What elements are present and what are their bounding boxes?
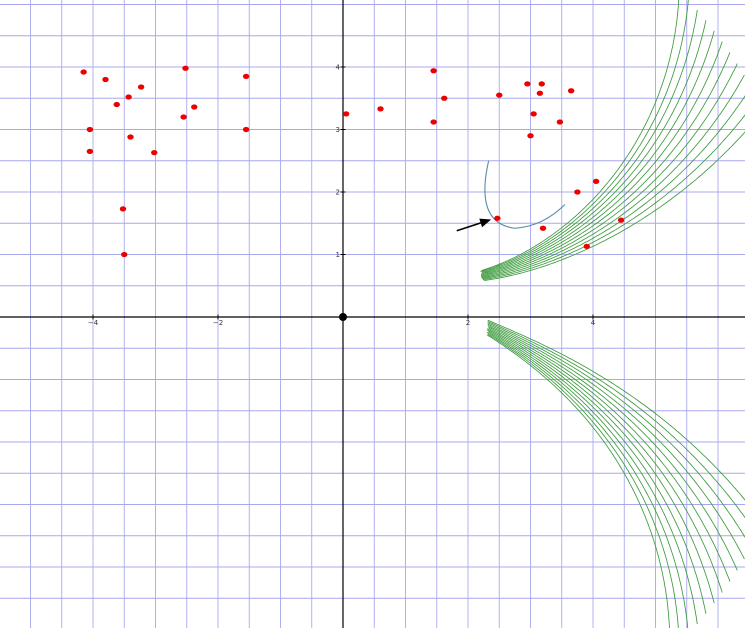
data-points	[80, 65, 625, 321]
field-line	[487, 331, 698, 625]
field-line	[481, 20, 707, 274]
tick-labels: −4 −2 2 4 1 2 3 4	[88, 64, 596, 328]
data-point	[574, 189, 581, 195]
field-line	[486, 328, 715, 604]
field-line	[487, 326, 731, 582]
data-point	[125, 94, 132, 100]
field-line	[487, 323, 745, 560]
data-point	[80, 69, 87, 75]
field-line	[481, 63, 738, 278]
field-line	[487, 329, 707, 614]
field-line	[487, 325, 738, 571]
data-point	[180, 114, 187, 120]
field-line	[487, 319, 745, 501]
field-line	[481, 74, 745, 279]
data-point	[121, 251, 128, 258]
data-point	[191, 104, 198, 110]
data-point	[137, 84, 145, 90]
field-line	[481, 30, 715, 275]
data-point	[113, 101, 120, 108]
data-point	[583, 243, 590, 249]
field-line	[480, 52, 731, 277]
field-line	[482, 114, 745, 281]
field-line	[488, 327, 723, 593]
x-tick-label: 4	[591, 319, 596, 327]
field-line	[482, 95, 745, 280]
field-line	[481, 9, 698, 273]
arrow-shaft	[456, 221, 484, 232]
field-line	[487, 333, 679, 628]
data-point	[430, 68, 437, 74]
data-point	[496, 92, 503, 98]
field-line	[480, 0, 689, 273]
data-point	[539, 225, 547, 231]
x-tick-label: −4	[88, 319, 99, 327]
field-line	[481, 0, 680, 271]
data-point	[524, 81, 531, 87]
data-point	[617, 217, 625, 223]
data-point	[119, 206, 127, 212]
field-line	[480, 41, 723, 276]
field-line	[483, 131, 745, 281]
data-point	[567, 88, 575, 94]
data-point	[441, 95, 448, 101]
field-line	[487, 321, 745, 519]
y-tick-label: 2	[336, 189, 340, 197]
arrow-head	[479, 218, 492, 228]
data-point	[151, 150, 158, 156]
curve-annotation	[456, 160, 566, 232]
x-tick-label: 2	[466, 319, 470, 327]
data-point	[102, 76, 109, 83]
origin-point	[339, 313, 347, 321]
data-point	[430, 119, 437, 125]
data-point	[538, 81, 545, 87]
field-line	[486, 334, 670, 628]
trajectory-curve	[484, 160, 566, 229]
data-point	[86, 126, 94, 133]
data-point	[556, 119, 564, 125]
data-point	[182, 65, 189, 71]
data-point	[527, 133, 534, 139]
field-line	[486, 332, 689, 628]
data-point	[377, 106, 384, 112]
y-tick-label: 3	[336, 126, 340, 134]
data-point	[86, 148, 94, 154]
field-line	[487, 322, 745, 538]
data-point	[536, 90, 544, 96]
data-point	[342, 111, 350, 117]
y-tick-label: 4	[336, 64, 341, 72]
data-point	[592, 178, 600, 184]
data-point	[242, 73, 250, 79]
data-point	[530, 111, 537, 117]
data-point	[242, 126, 250, 133]
data-point	[494, 215, 501, 221]
x-tick-label: −2	[213, 319, 223, 327]
y-tick-label: 1	[336, 251, 340, 259]
data-point	[127, 134, 134, 140]
